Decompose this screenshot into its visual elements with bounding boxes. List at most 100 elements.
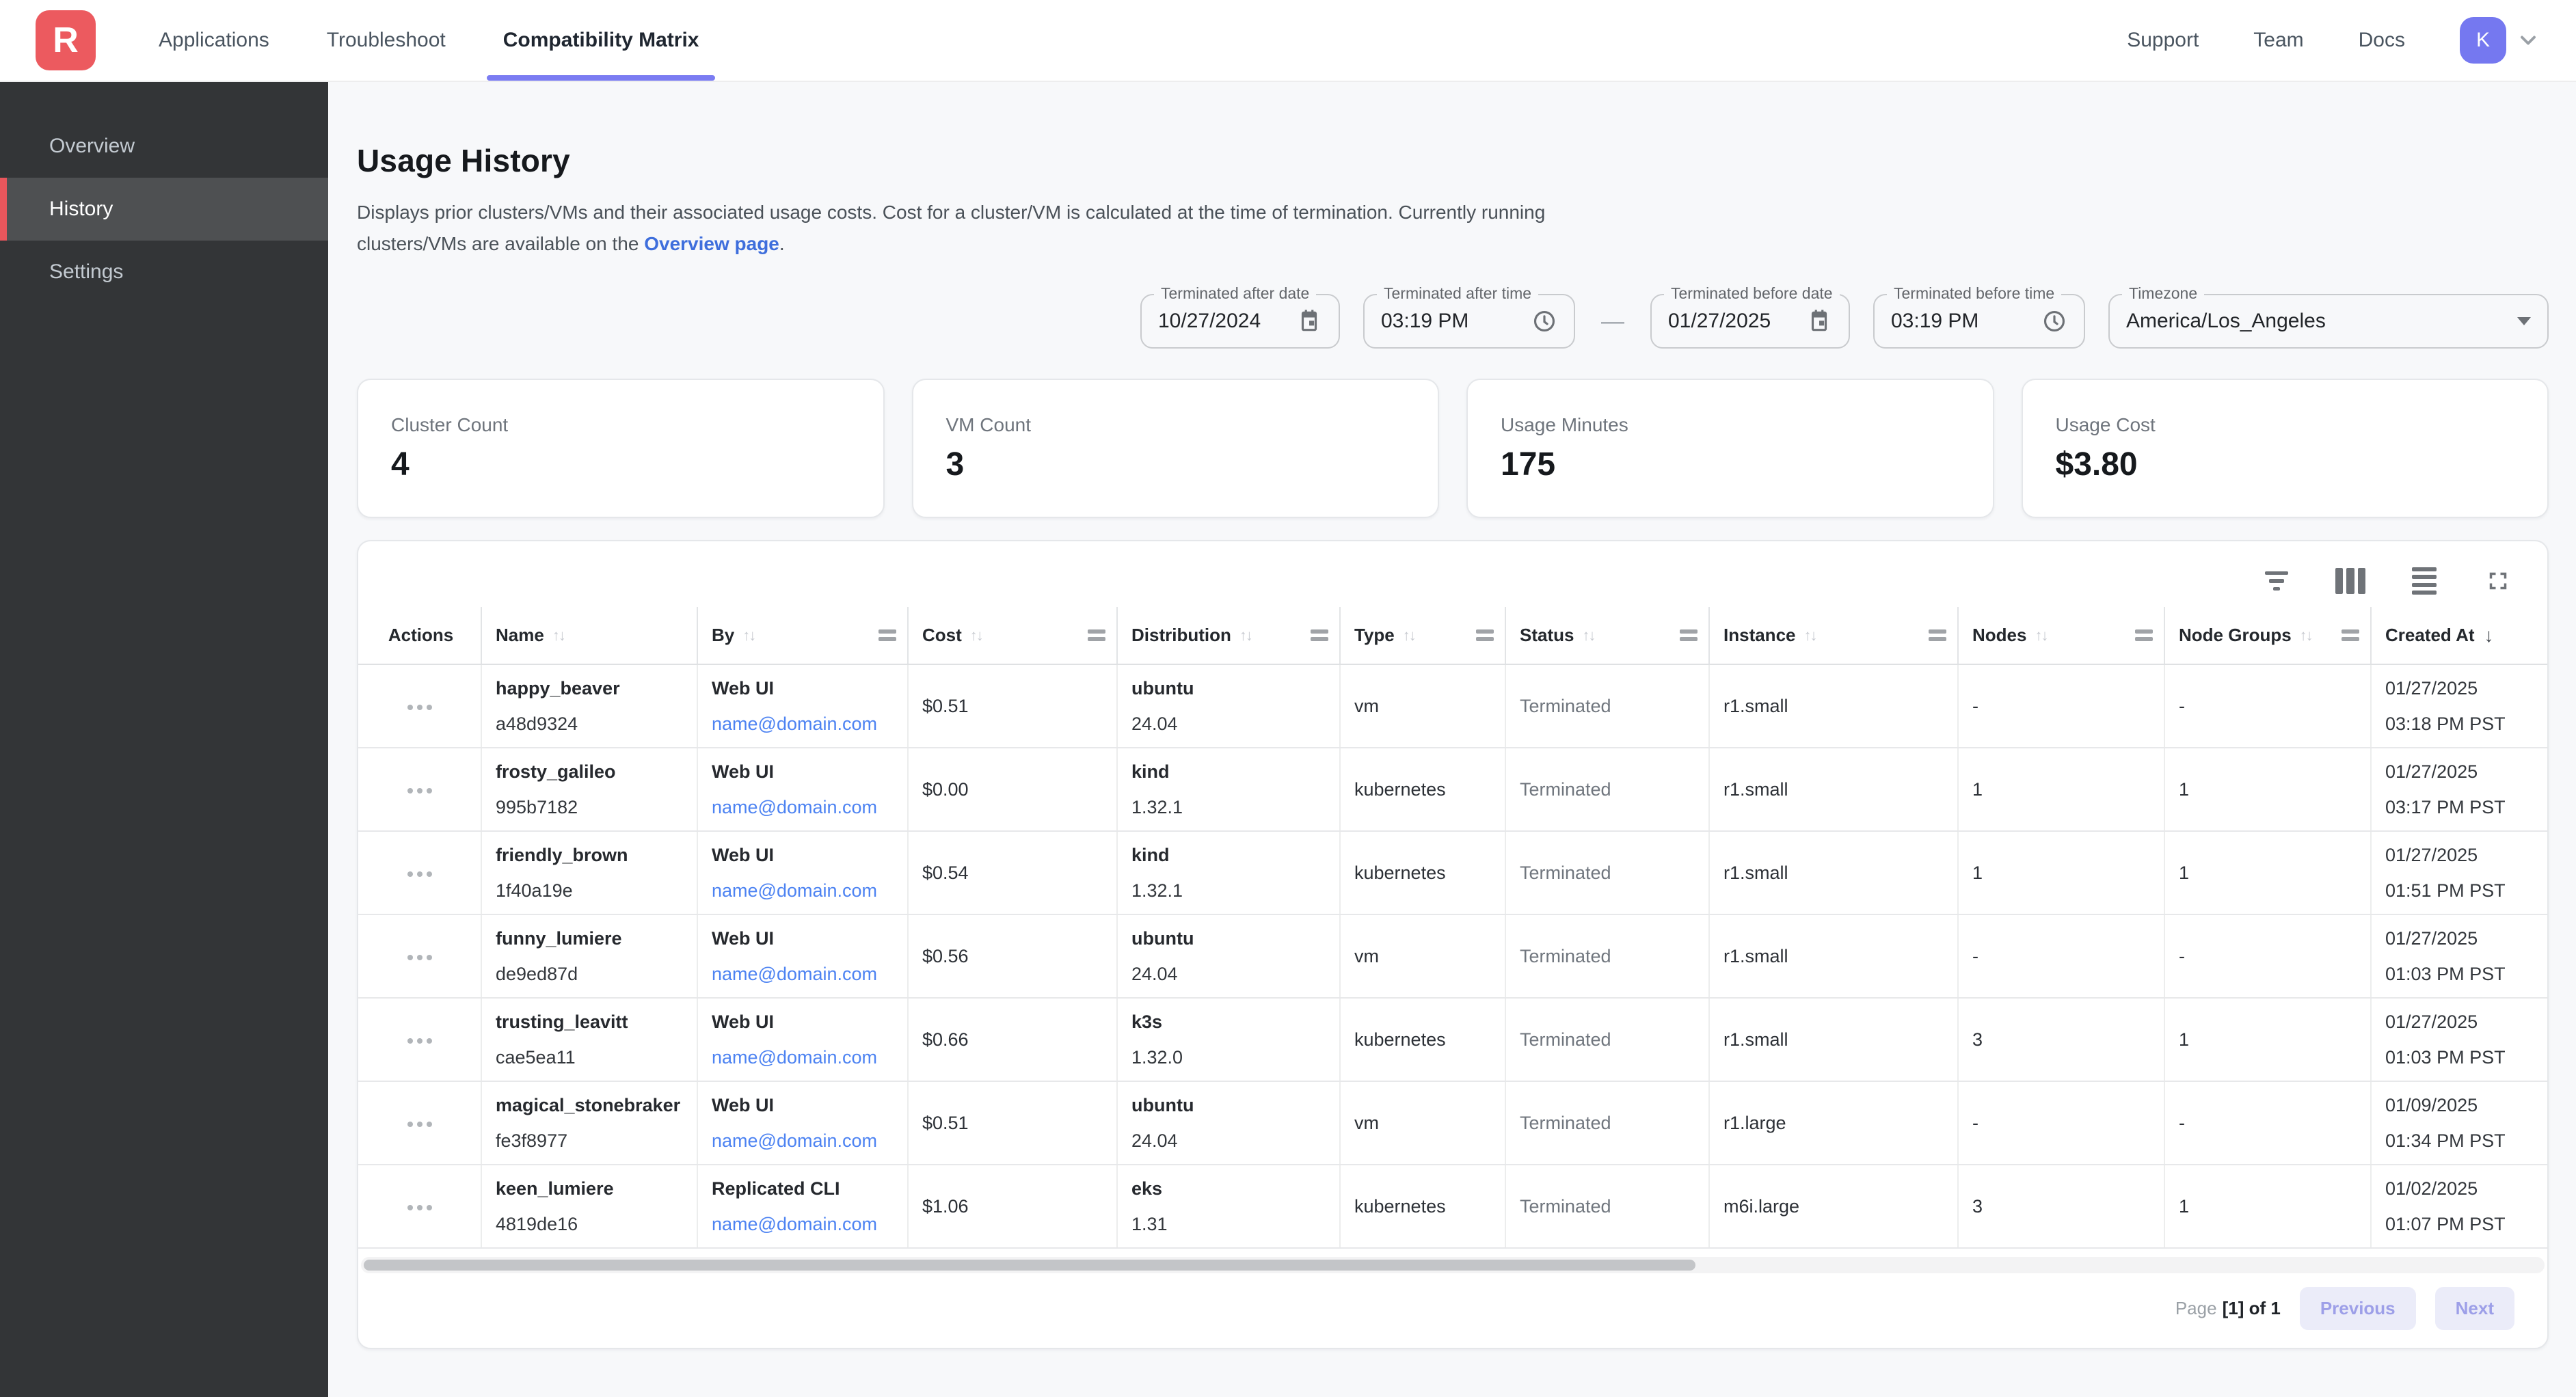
column-header-node-groups[interactable]: Node Groups ↑↓	[2164, 607, 2372, 665]
column-header-instance[interactable]: Instance ↑↓	[1709, 607, 1959, 665]
created-by-source: Web UI	[712, 678, 775, 698]
cell-instance: r1.small	[1709, 914, 1959, 999]
navlink-team[interactable]: Team	[2253, 29, 2304, 51]
cell-status: Terminated	[1505, 831, 1710, 915]
fullscreen-icon[interactable]	[2482, 565, 2514, 597]
header-label: Node Groups	[2179, 625, 2292, 645]
row-actions-button[interactable]	[402, 1113, 438, 1135]
filter-value: 01/27/2025	[1668, 310, 1771, 332]
header-content: Distribution ↑↓	[1131, 607, 1328, 664]
node-groups-value: 1	[2179, 778, 2190, 800]
column-header-created-at[interactable]: Created At ↓	[2371, 607, 2547, 665]
filter-terminated-after-time[interactable]: Terminated after time 03:19 PM	[1363, 284, 1575, 349]
next-button[interactable]: Next	[2434, 1287, 2514, 1330]
chevron-down-icon[interactable]	[2516, 28, 2540, 53]
density-icon[interactable]	[2408, 565, 2441, 597]
row-actions-button[interactable]	[402, 1030, 438, 1052]
by-email-link[interactable]: name@domain.com	[712, 880, 878, 901]
column-menu-icon[interactable]	[2135, 629, 2153, 642]
column-header-nodes[interactable]: Nodes ↑↓	[1958, 607, 2165, 665]
previous-button[interactable]: Previous	[2299, 1287, 2416, 1330]
by-email-link[interactable]: name@domain.com	[712, 1047, 878, 1068]
cell-created-at: 01/27/2025 03:17 PM PST	[2371, 748, 2547, 832]
filter-icon[interactable]	[2260, 565, 2293, 597]
row-actions-button[interactable]	[402, 863, 438, 885]
instance-value: r1.small	[1723, 862, 1788, 883]
stat-value: $3.80	[2055, 446, 2138, 483]
filter-value: 10/27/2024	[1158, 310, 1261, 332]
navlink-support[interactable]: Support	[2127, 29, 2199, 51]
overview-page-link[interactable]: Overview page	[644, 233, 779, 254]
replicated-logo[interactable]: R	[36, 10, 96, 70]
filter-label: Timezone	[2122, 284, 2205, 303]
cell-instance: m6i.large	[1709, 1165, 1959, 1249]
cell-actions	[358, 998, 482, 1082]
column-header-by[interactable]: By ↑↓	[697, 607, 909, 665]
nodes-value: 1	[1972, 778, 1983, 800]
cost-value: $0.54	[922, 862, 969, 883]
by-email-link[interactable]: name@domain.com	[712, 797, 878, 817]
filter-terminated-before-date[interactable]: Terminated before date 01/27/2025	[1650, 284, 1850, 349]
row-actions-button[interactable]	[402, 947, 438, 968]
column-menu-icon[interactable]	[1680, 629, 1698, 642]
columns-icon[interactable]	[2334, 565, 2367, 597]
row-actions-button[interactable]	[402, 696, 438, 718]
column-header-actions: Actions	[358, 607, 482, 665]
by-email-link[interactable]: name@domain.com	[712, 964, 878, 984]
cell-type: vm	[1340, 1081, 1506, 1165]
type-value: kubernetes	[1354, 862, 1446, 883]
filter-label: Terminated before time	[1887, 284, 2062, 303]
sidebar-item-settings[interactable]: Settings	[49, 260, 124, 283]
column-menu-icon[interactable]	[1929, 629, 1946, 642]
column-header-name[interactable]: Name ↑↓	[481, 607, 698, 665]
column-menu-icon[interactable]	[2342, 629, 2359, 642]
column-menu-icon[interactable]	[878, 629, 896, 642]
filter-terminated-before-time[interactable]: Terminated before time 03:19 PM	[1873, 284, 2085, 349]
cell-name: funny_lumiere de9ed87d	[481, 914, 698, 999]
navlink-docs[interactable]: Docs	[2358, 29, 2405, 51]
cluster-name: funny_lumiere	[496, 928, 622, 949]
page-title: Usage History	[357, 143, 570, 178]
created-time: 01:03 PM PST	[2385, 964, 2506, 984]
sort-icon: ↑↓	[969, 626, 984, 644]
by-email-link[interactable]: name@domain.com	[712, 1214, 878, 1234]
column-menu-icon[interactable]	[1311, 629, 1328, 642]
cluster-id: 4819de16	[496, 1214, 578, 1234]
nodes-value: -	[1972, 695, 1978, 716]
nodes-value: 3	[1972, 1029, 1983, 1050]
tab-applications[interactable]: Applications	[159, 29, 269, 51]
tab-compatibility-matrix[interactable]: Compatibility Matrix	[486, 0, 716, 81]
created-by-source: Web UI	[712, 761, 775, 782]
distribution-name: ubuntu	[1131, 928, 1194, 949]
filter-terminated-after-date[interactable]: Terminated after date 10/27/2024	[1140, 284, 1340, 349]
row-actions-button[interactable]	[402, 1197, 438, 1219]
table-body: happy_beaver a48d9324 Web UI name@domain.co…	[358, 664, 2547, 1249]
column-header-status[interactable]: Status ↑↓	[1505, 607, 1710, 665]
sidebar-item-history[interactable]: History	[0, 178, 328, 241]
sidebar-item-overview[interactable]: Overview	[49, 135, 135, 157]
header-content: By ↑↓	[712, 607, 896, 664]
avatar[interactable]: K	[2460, 17, 2506, 64]
top-navbar: R Applications Troubleshoot Compatibility …	[0, 0, 2576, 82]
cell-distribution: kind 1.32.1	[1117, 831, 1341, 915]
cell-status: Terminated	[1505, 1081, 1710, 1165]
cell-name: friendly_brown 1f40a19e	[481, 831, 698, 915]
filter-label: Terminated after date	[1154, 284, 1317, 303]
stat-label: Cluster Count	[391, 414, 509, 435]
tab-troubleshoot[interactable]: Troubleshoot	[326, 29, 446, 51]
column-menu-icon[interactable]	[1476, 629, 1494, 642]
cell-created-at: 01/27/2025 01:51 PM PST	[2371, 831, 2547, 915]
type-value: kubernetes	[1354, 1195, 1446, 1217]
column-header-distribution[interactable]: Distribution ↑↓	[1117, 607, 1341, 665]
scrollbar-thumb[interactable]	[364, 1260, 1696, 1271]
column-header-type[interactable]: Type ↑↓	[1340, 607, 1506, 665]
distribution-version: 24.04	[1131, 714, 1178, 734]
pagination: Page [1] of 1 Previous Next	[2175, 1287, 2514, 1330]
row-actions-button[interactable]	[402, 780, 438, 802]
column-menu-icon[interactable]	[1088, 629, 1105, 642]
by-email-link[interactable]: name@domain.com	[712, 1130, 878, 1151]
filter-timezone[interactable]: Timezone America/Los_Angeles	[2108, 284, 2549, 349]
column-header-cost[interactable]: Cost ↑↓	[908, 607, 1118, 665]
account-menu[interactable]: K	[2460, 17, 2540, 64]
by-email-link[interactable]: name@domain.com	[712, 714, 878, 734]
